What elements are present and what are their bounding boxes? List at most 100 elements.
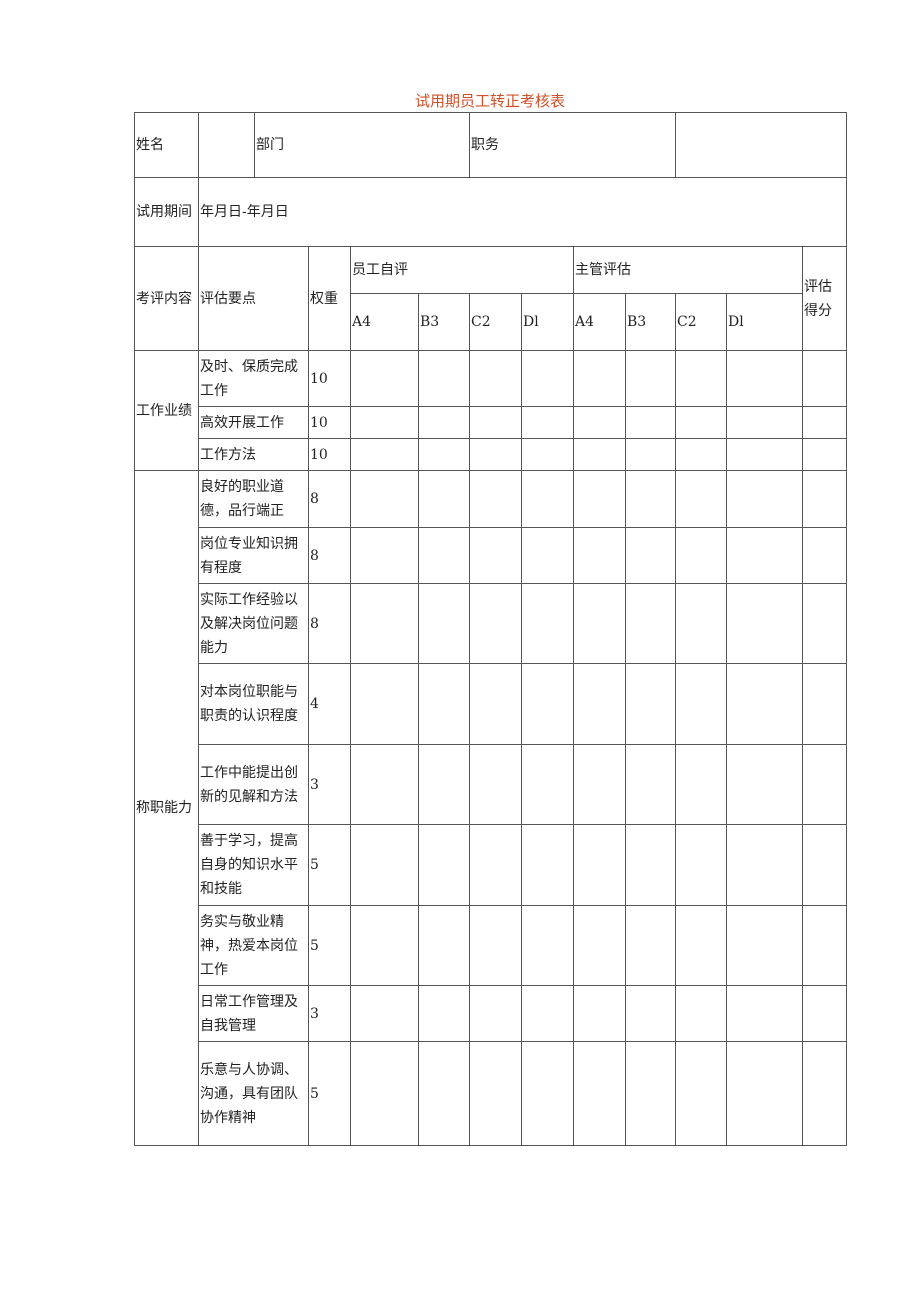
- grade-input-cell[interactable]: [675, 438, 727, 471]
- grade-input-cell[interactable]: [521, 824, 574, 906]
- grade-input-cell[interactable]: [469, 438, 522, 471]
- grade-input-cell[interactable]: [521, 663, 574, 745]
- score-input-cell[interactable]: [802, 406, 847, 439]
- grade-input-cell[interactable]: [625, 744, 676, 825]
- grade-input-cell[interactable]: [625, 438, 676, 471]
- grade-input-cell[interactable]: [573, 663, 626, 745]
- grade-input-cell[interactable]: [726, 663, 803, 745]
- grade-input-cell[interactable]: [469, 985, 522, 1042]
- grade-input-cell[interactable]: [726, 985, 803, 1042]
- grade-input-cell[interactable]: [675, 350, 727, 407]
- grade-input-cell[interactable]: [418, 438, 470, 471]
- grade-input-cell[interactable]: [350, 985, 419, 1042]
- grade-input-cell[interactable]: [418, 744, 470, 825]
- grade-input-cell[interactable]: [573, 824, 626, 906]
- grade-input-cell[interactable]: [418, 985, 470, 1042]
- grade-input-cell[interactable]: [675, 527, 727, 584]
- grade-input-cell[interactable]: [573, 527, 626, 584]
- grade-input-cell[interactable]: [350, 350, 419, 407]
- grade-input-cell[interactable]: [573, 406, 626, 439]
- score-input-cell[interactable]: [802, 350, 847, 407]
- grade-input-cell[interactable]: [469, 350, 522, 407]
- grade-input-cell[interactable]: [521, 744, 574, 825]
- grade-input-cell[interactable]: [418, 824, 470, 906]
- grade-input-cell[interactable]: [675, 583, 727, 664]
- grade-input-cell[interactable]: [726, 905, 803, 986]
- grade-input-cell[interactable]: [726, 406, 803, 439]
- score-input-cell[interactable]: [802, 527, 847, 584]
- grade-input-cell[interactable]: [675, 905, 727, 986]
- grade-input-cell[interactable]: [726, 1041, 803, 1146]
- grade-input-cell[interactable]: [726, 583, 803, 664]
- grade-input-cell[interactable]: [469, 583, 522, 664]
- grade-input-cell[interactable]: [573, 744, 626, 825]
- score-input-cell[interactable]: [802, 663, 847, 745]
- score-input-cell[interactable]: [802, 1041, 847, 1146]
- grade-input-cell[interactable]: [573, 470, 626, 528]
- grade-input-cell[interactable]: [726, 744, 803, 825]
- grade-input-cell[interactable]: [675, 985, 727, 1042]
- grade-input-cell[interactable]: [469, 1041, 522, 1146]
- grade-input-cell[interactable]: [521, 985, 574, 1042]
- grade-input-cell[interactable]: [418, 663, 470, 745]
- grade-input-cell[interactable]: [418, 905, 470, 986]
- grade-input-cell[interactable]: [521, 470, 574, 528]
- grade-input-cell[interactable]: [350, 824, 419, 906]
- grade-input-cell[interactable]: [350, 527, 419, 584]
- score-input-cell[interactable]: [802, 824, 847, 906]
- grade-input-cell[interactable]: [469, 744, 522, 825]
- grade-input-cell[interactable]: [625, 1041, 676, 1146]
- grade-input-cell[interactable]: [573, 438, 626, 471]
- grade-input-cell[interactable]: [625, 583, 676, 664]
- grade-input-cell[interactable]: [573, 985, 626, 1042]
- grade-input-cell[interactable]: [726, 350, 803, 407]
- grade-input-cell[interactable]: [625, 350, 676, 407]
- score-input-cell[interactable]: [802, 905, 847, 986]
- grade-input-cell[interactable]: [625, 527, 676, 584]
- grade-input-cell[interactable]: [521, 527, 574, 584]
- name-field[interactable]: [198, 112, 255, 178]
- score-input-cell[interactable]: [802, 985, 847, 1042]
- grade-input-cell[interactable]: [469, 824, 522, 906]
- grade-input-cell[interactable]: [625, 985, 676, 1042]
- grade-input-cell[interactable]: [726, 470, 803, 528]
- grade-input-cell[interactable]: [521, 583, 574, 664]
- grade-input-cell[interactable]: [418, 350, 470, 407]
- grade-input-cell[interactable]: [675, 1041, 727, 1146]
- grade-input-cell[interactable]: [675, 744, 727, 825]
- grade-input-cell[interactable]: [350, 583, 419, 664]
- grade-input-cell[interactable]: [675, 406, 727, 439]
- grade-input-cell[interactable]: [350, 905, 419, 986]
- grade-input-cell[interactable]: [726, 527, 803, 584]
- grade-input-cell[interactable]: [350, 438, 419, 471]
- grade-input-cell[interactable]: [573, 1041, 626, 1146]
- grade-input-cell[interactable]: [350, 470, 419, 528]
- grade-input-cell[interactable]: [675, 824, 727, 906]
- score-input-cell[interactable]: [802, 744, 847, 825]
- grade-input-cell[interactable]: [469, 406, 522, 439]
- grade-input-cell[interactable]: [521, 350, 574, 407]
- grade-input-cell[interactable]: [521, 438, 574, 471]
- grade-input-cell[interactable]: [625, 406, 676, 439]
- grade-input-cell[interactable]: [418, 470, 470, 528]
- grade-input-cell[interactable]: [726, 438, 803, 471]
- grade-input-cell[interactable]: [625, 905, 676, 986]
- grade-input-cell[interactable]: [573, 583, 626, 664]
- grade-input-cell[interactable]: [675, 470, 727, 528]
- grade-input-cell[interactable]: [350, 663, 419, 745]
- grade-input-cell[interactable]: [418, 583, 470, 664]
- grade-input-cell[interactable]: [726, 824, 803, 906]
- grade-input-cell[interactable]: [418, 406, 470, 439]
- grade-input-cell[interactable]: [350, 1041, 419, 1146]
- period-value[interactable]: 年月日-年月日: [198, 177, 847, 247]
- grade-input-cell[interactable]: [521, 1041, 574, 1146]
- grade-input-cell[interactable]: [469, 527, 522, 584]
- grade-input-cell[interactable]: [469, 663, 522, 745]
- grade-input-cell[interactable]: [418, 1041, 470, 1146]
- grade-input-cell[interactable]: [625, 663, 676, 745]
- score-input-cell[interactable]: [802, 438, 847, 471]
- grade-input-cell[interactable]: [350, 744, 419, 825]
- grade-input-cell[interactable]: [625, 824, 676, 906]
- grade-input-cell[interactable]: [418, 527, 470, 584]
- grade-input-cell[interactable]: [675, 663, 727, 745]
